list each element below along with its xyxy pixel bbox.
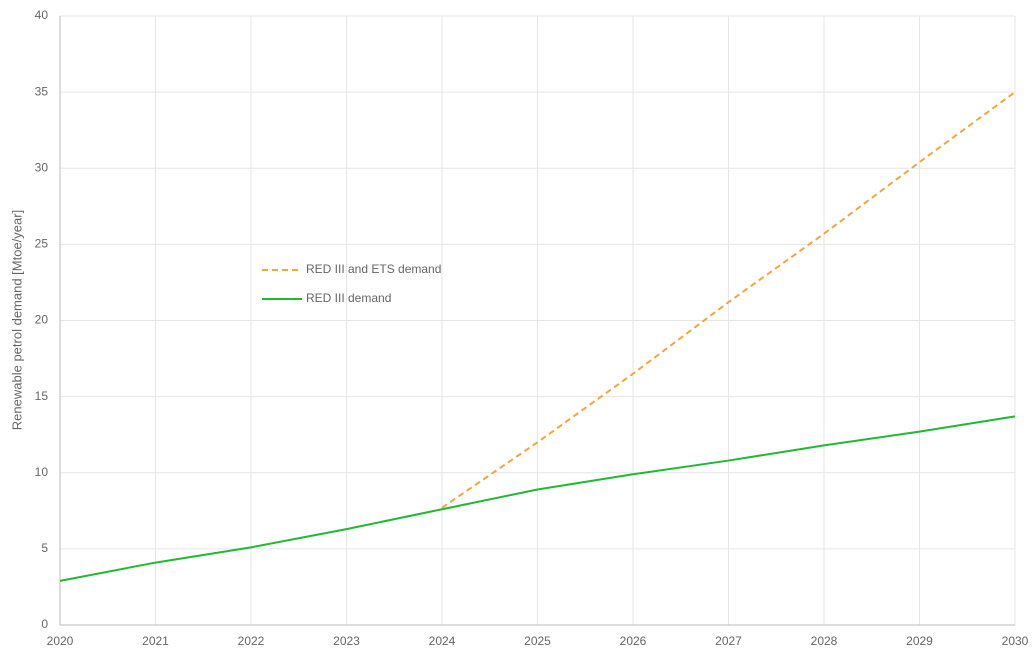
x-tick-label: 2028 (811, 634, 838, 648)
x-tick-label: 2027 (715, 634, 742, 648)
series-line (59, 415, 1016, 582)
x-tick-label: 2020 (47, 634, 74, 648)
x-tick-label: 2024 (429, 634, 456, 648)
y-tick-label: 15 (35, 389, 49, 403)
y-tick-label: 40 (35, 8, 49, 22)
y-tick-label: 5 (41, 541, 48, 555)
x-tick-label: 2030 (1002, 634, 1029, 648)
legend-label: RED III and ETS demand (306, 262, 441, 276)
y-axis-label: Renewable petrol demand [Mtoe/year] (9, 210, 24, 430)
y-tick-label: 25 (35, 237, 49, 251)
x-tick-label: 2023 (333, 634, 360, 648)
y-tick-label: 0 (41, 617, 48, 631)
series-line (441, 91, 1016, 509)
legend-label: RED III demand (306, 291, 391, 305)
y-tick-label: 20 (35, 313, 49, 327)
x-tick-label: 2025 (524, 634, 551, 648)
y-tick-label: 30 (35, 160, 49, 174)
x-tick-label: 2021 (142, 634, 169, 648)
y-tick-label: 35 (35, 84, 49, 98)
y-tick-label: 10 (35, 465, 49, 479)
x-tick-label: 2022 (238, 634, 265, 648)
x-tick-label: 2026 (620, 634, 647, 648)
x-tick-label: 2029 (906, 634, 933, 648)
